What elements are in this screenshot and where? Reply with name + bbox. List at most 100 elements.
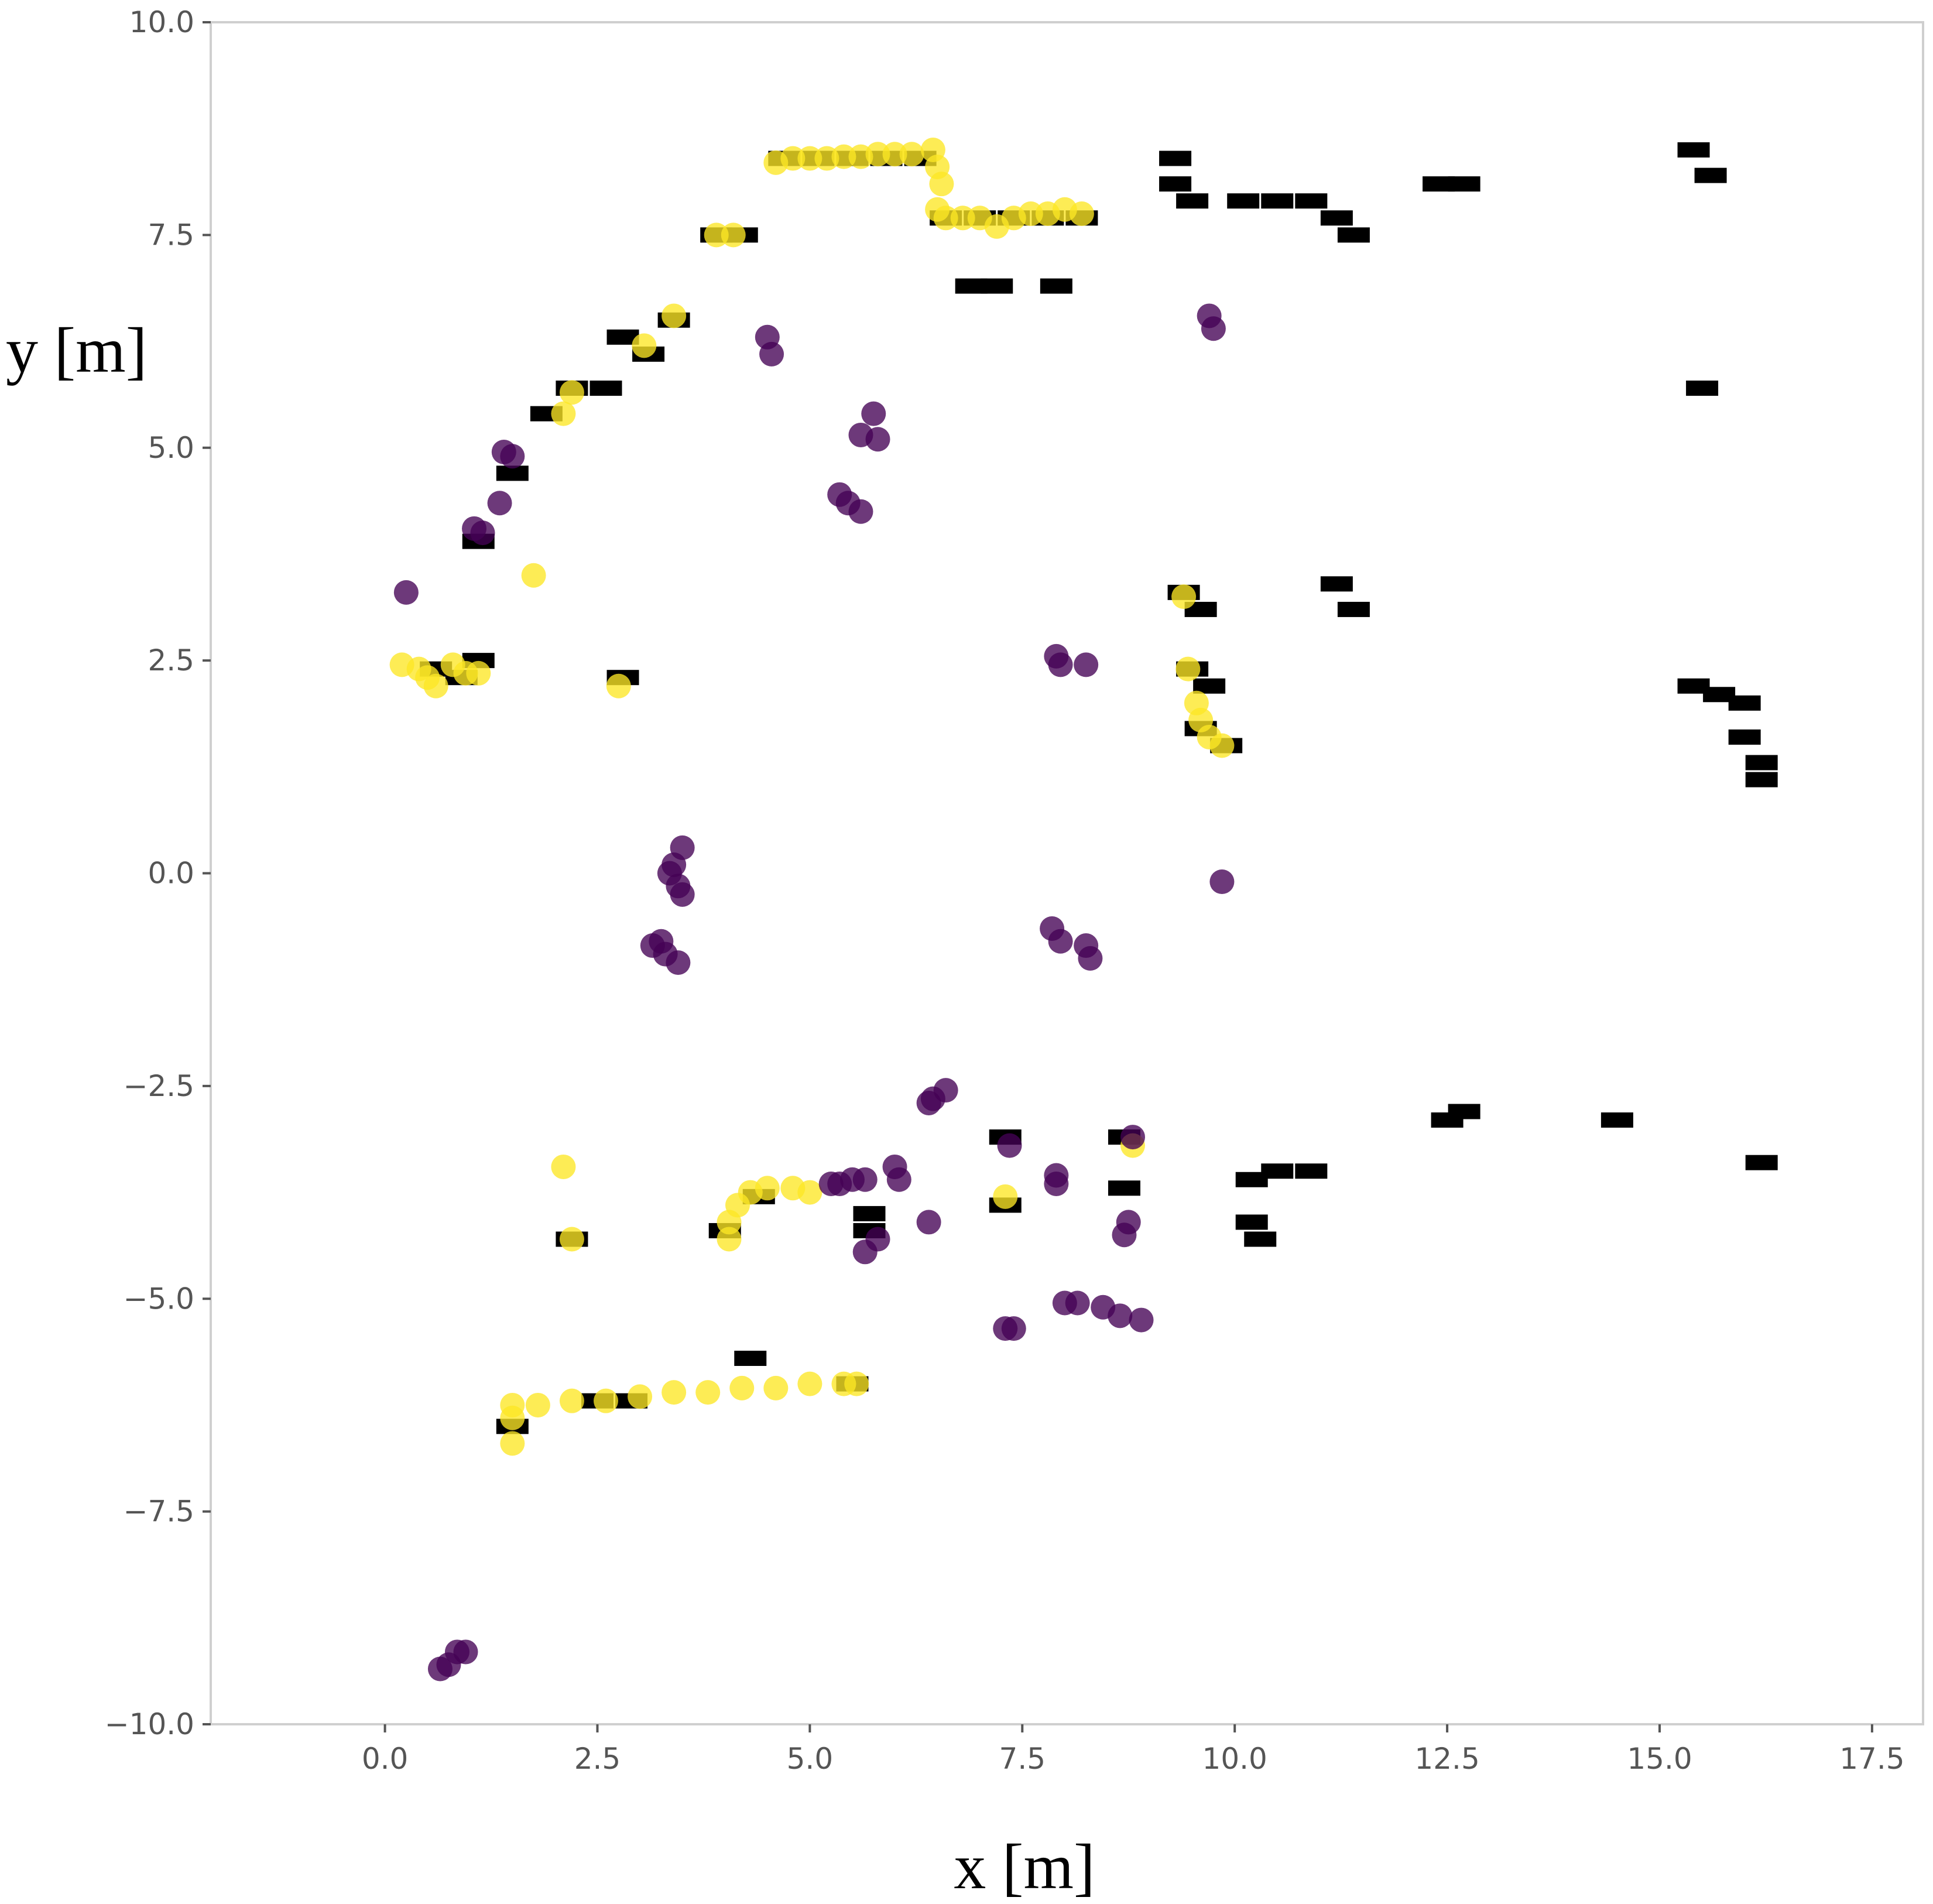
occupancy-cell-35	[1686, 381, 1719, 396]
yellow-point-43	[551, 1154, 576, 1179]
purple-point-52	[1065, 1290, 1090, 1316]
yellow-point-36	[606, 673, 631, 698]
yellow-point-23	[721, 222, 746, 248]
y-tick-label-2: 5.0	[148, 431, 194, 465]
yellow-point-64	[763, 1375, 789, 1400]
yellow-point-58	[559, 1388, 584, 1413]
purple-point-18	[1074, 652, 1099, 677]
yellow-point-13	[933, 206, 958, 231]
occupancy-cell-12	[1040, 278, 1072, 294]
occupancy-cell-53	[1745, 772, 1778, 787]
yellow-point-18	[1018, 201, 1043, 227]
y-tick-label-5: −2.5	[124, 1069, 194, 1103]
yellow-point-14	[950, 206, 975, 231]
occupancy-cell-55	[1448, 1104, 1480, 1119]
purple-point-23	[670, 882, 695, 907]
yellow-point-4	[831, 144, 856, 169]
yellow-point-61	[662, 1380, 687, 1405]
purple-point-41	[818, 1172, 844, 1197]
plot-frame	[210, 21, 1924, 1725]
purple-point-48	[852, 1239, 878, 1265]
yellow-point-26	[559, 380, 584, 405]
yellow-point-11	[929, 172, 954, 197]
yellow-point-59	[594, 1388, 618, 1413]
occupancy-cell-24	[1694, 167, 1727, 183]
occupancy-cell-20	[1337, 227, 1370, 243]
y-tick-label-6: −5.0	[124, 1282, 194, 1316]
occupancy-cell-38	[1320, 576, 1353, 592]
series-yellow	[389, 138, 1235, 1456]
yellow-point-42	[1209, 733, 1235, 758]
yellow-point-21	[1069, 201, 1094, 227]
purple-point-57	[993, 1316, 1018, 1341]
y-tick-label-3: 2.5	[148, 643, 194, 677]
yellow-point-32	[423, 673, 448, 698]
purple-point-54	[1108, 1303, 1133, 1328]
yellow-point-37	[1171, 584, 1197, 609]
yellow-point-65	[797, 1371, 822, 1396]
y-tick-label-8: −10.0	[105, 1707, 194, 1741]
occupancy-cell-11	[981, 278, 1013, 294]
occupancy-cell-18	[1295, 193, 1328, 209]
occupancy-cell-52	[1745, 755, 1778, 770]
x-tick-label-7: 17.5	[1839, 1742, 1904, 1776]
yellow-point-67	[844, 1371, 869, 1396]
y-axis-ticks: 10.0 7.5 5.0 2.5 0.0 −2.5 −5.0 −7.5 −10.0	[105, 5, 211, 1741]
purple-point-4	[861, 401, 886, 426]
y-tick-label-4: 0.0	[148, 857, 194, 891]
occupancy-cell-32	[590, 381, 622, 396]
purple-point-44	[1044, 1172, 1069, 1197]
x-tick-label-2: 5.0	[787, 1742, 834, 1776]
occupancy-cell-14	[1176, 193, 1209, 209]
yellow-point-2	[797, 146, 822, 171]
purple-point-1	[759, 341, 784, 367]
occupancy-cell-72	[734, 1350, 767, 1366]
purple-point-45	[1120, 1125, 1145, 1150]
purple-point-6	[865, 427, 890, 452]
occupancy-cell-13	[1159, 176, 1192, 192]
purple-point-11	[500, 444, 525, 469]
purple-point-59	[453, 1639, 478, 1665]
y-tick-label-1: 7.5	[148, 218, 194, 252]
occupancy-cell-65	[1235, 1214, 1268, 1230]
occupancy-cell-16	[1227, 193, 1260, 209]
occupancy-cell-23	[1677, 142, 1710, 158]
occupancy-cell-66	[1244, 1231, 1277, 1247]
purple-point-36	[997, 1133, 1022, 1158]
y-tick-label-7: −7.5	[124, 1495, 194, 1529]
series-purple	[393, 303, 1235, 1682]
occupancy-cell-19	[1320, 210, 1353, 226]
occupancy-cell-64	[1295, 1163, 1328, 1179]
x-tick-label-3: 7.5	[999, 1742, 1046, 1776]
occupancy-cell-56	[1600, 1112, 1633, 1128]
occupancy-cell-22	[1448, 176, 1480, 192]
yellow-point-45	[717, 1227, 742, 1252]
purple-point-17	[1048, 652, 1073, 677]
occupancy-cell-39	[1337, 601, 1370, 617]
purple-point-55	[1129, 1307, 1154, 1333]
yellow-point-54	[500, 1431, 525, 1456]
purple-point-28	[666, 950, 691, 975]
yellow-point-24	[662, 303, 687, 328]
x-tick-label-4: 10.0	[1202, 1742, 1267, 1776]
x-axis-title: x [m]	[954, 1831, 1095, 1902]
yellow-point-60	[628, 1384, 653, 1409]
yellow-point-44	[559, 1227, 584, 1252]
yellow-point-25	[632, 333, 657, 358]
yellow-point-6	[865, 142, 890, 167]
occupancy-cell-17	[1261, 193, 1294, 209]
yellow-point-62	[695, 1380, 721, 1405]
purple-point-14	[470, 520, 495, 546]
yellow-point-28	[521, 563, 546, 588]
yellow-point-1	[780, 146, 806, 171]
x-tick-label-6: 15.0	[1627, 1742, 1692, 1776]
purple-point-61	[427, 1656, 453, 1682]
purple-point-12	[487, 491, 512, 516]
purple-point-24	[1209, 869, 1235, 895]
yellow-point-22	[704, 222, 729, 248]
occupancy-cell-63	[1261, 1163, 1294, 1179]
yellow-point-38	[1175, 656, 1201, 682]
purple-point-3	[1201, 316, 1226, 341]
purple-point-15	[393, 580, 419, 605]
occupancy-cell-60	[1108, 1180, 1140, 1196]
